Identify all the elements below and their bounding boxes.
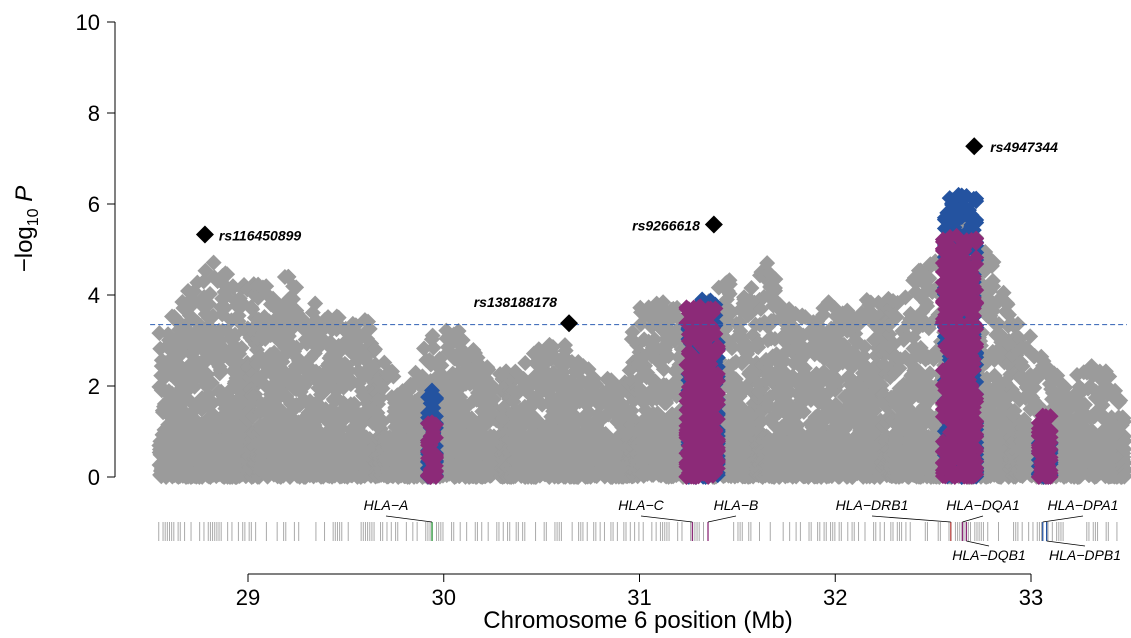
background-snp-point <box>258 278 275 295</box>
background-snp-point <box>202 286 219 303</box>
background-snp-point <box>284 290 301 307</box>
background-snp-point <box>212 362 229 379</box>
background-snp-point <box>205 254 222 271</box>
background-snp-point <box>241 402 258 419</box>
background-snp-point <box>288 279 305 296</box>
background-snp-point <box>219 266 236 283</box>
background-snp-point <box>233 339 250 356</box>
background-snp-layer <box>151 213 1131 485</box>
background-snp-point <box>217 299 234 316</box>
background-snp-point <box>247 386 264 403</box>
background-snp-point <box>200 296 217 313</box>
background-snp-point <box>247 323 264 340</box>
